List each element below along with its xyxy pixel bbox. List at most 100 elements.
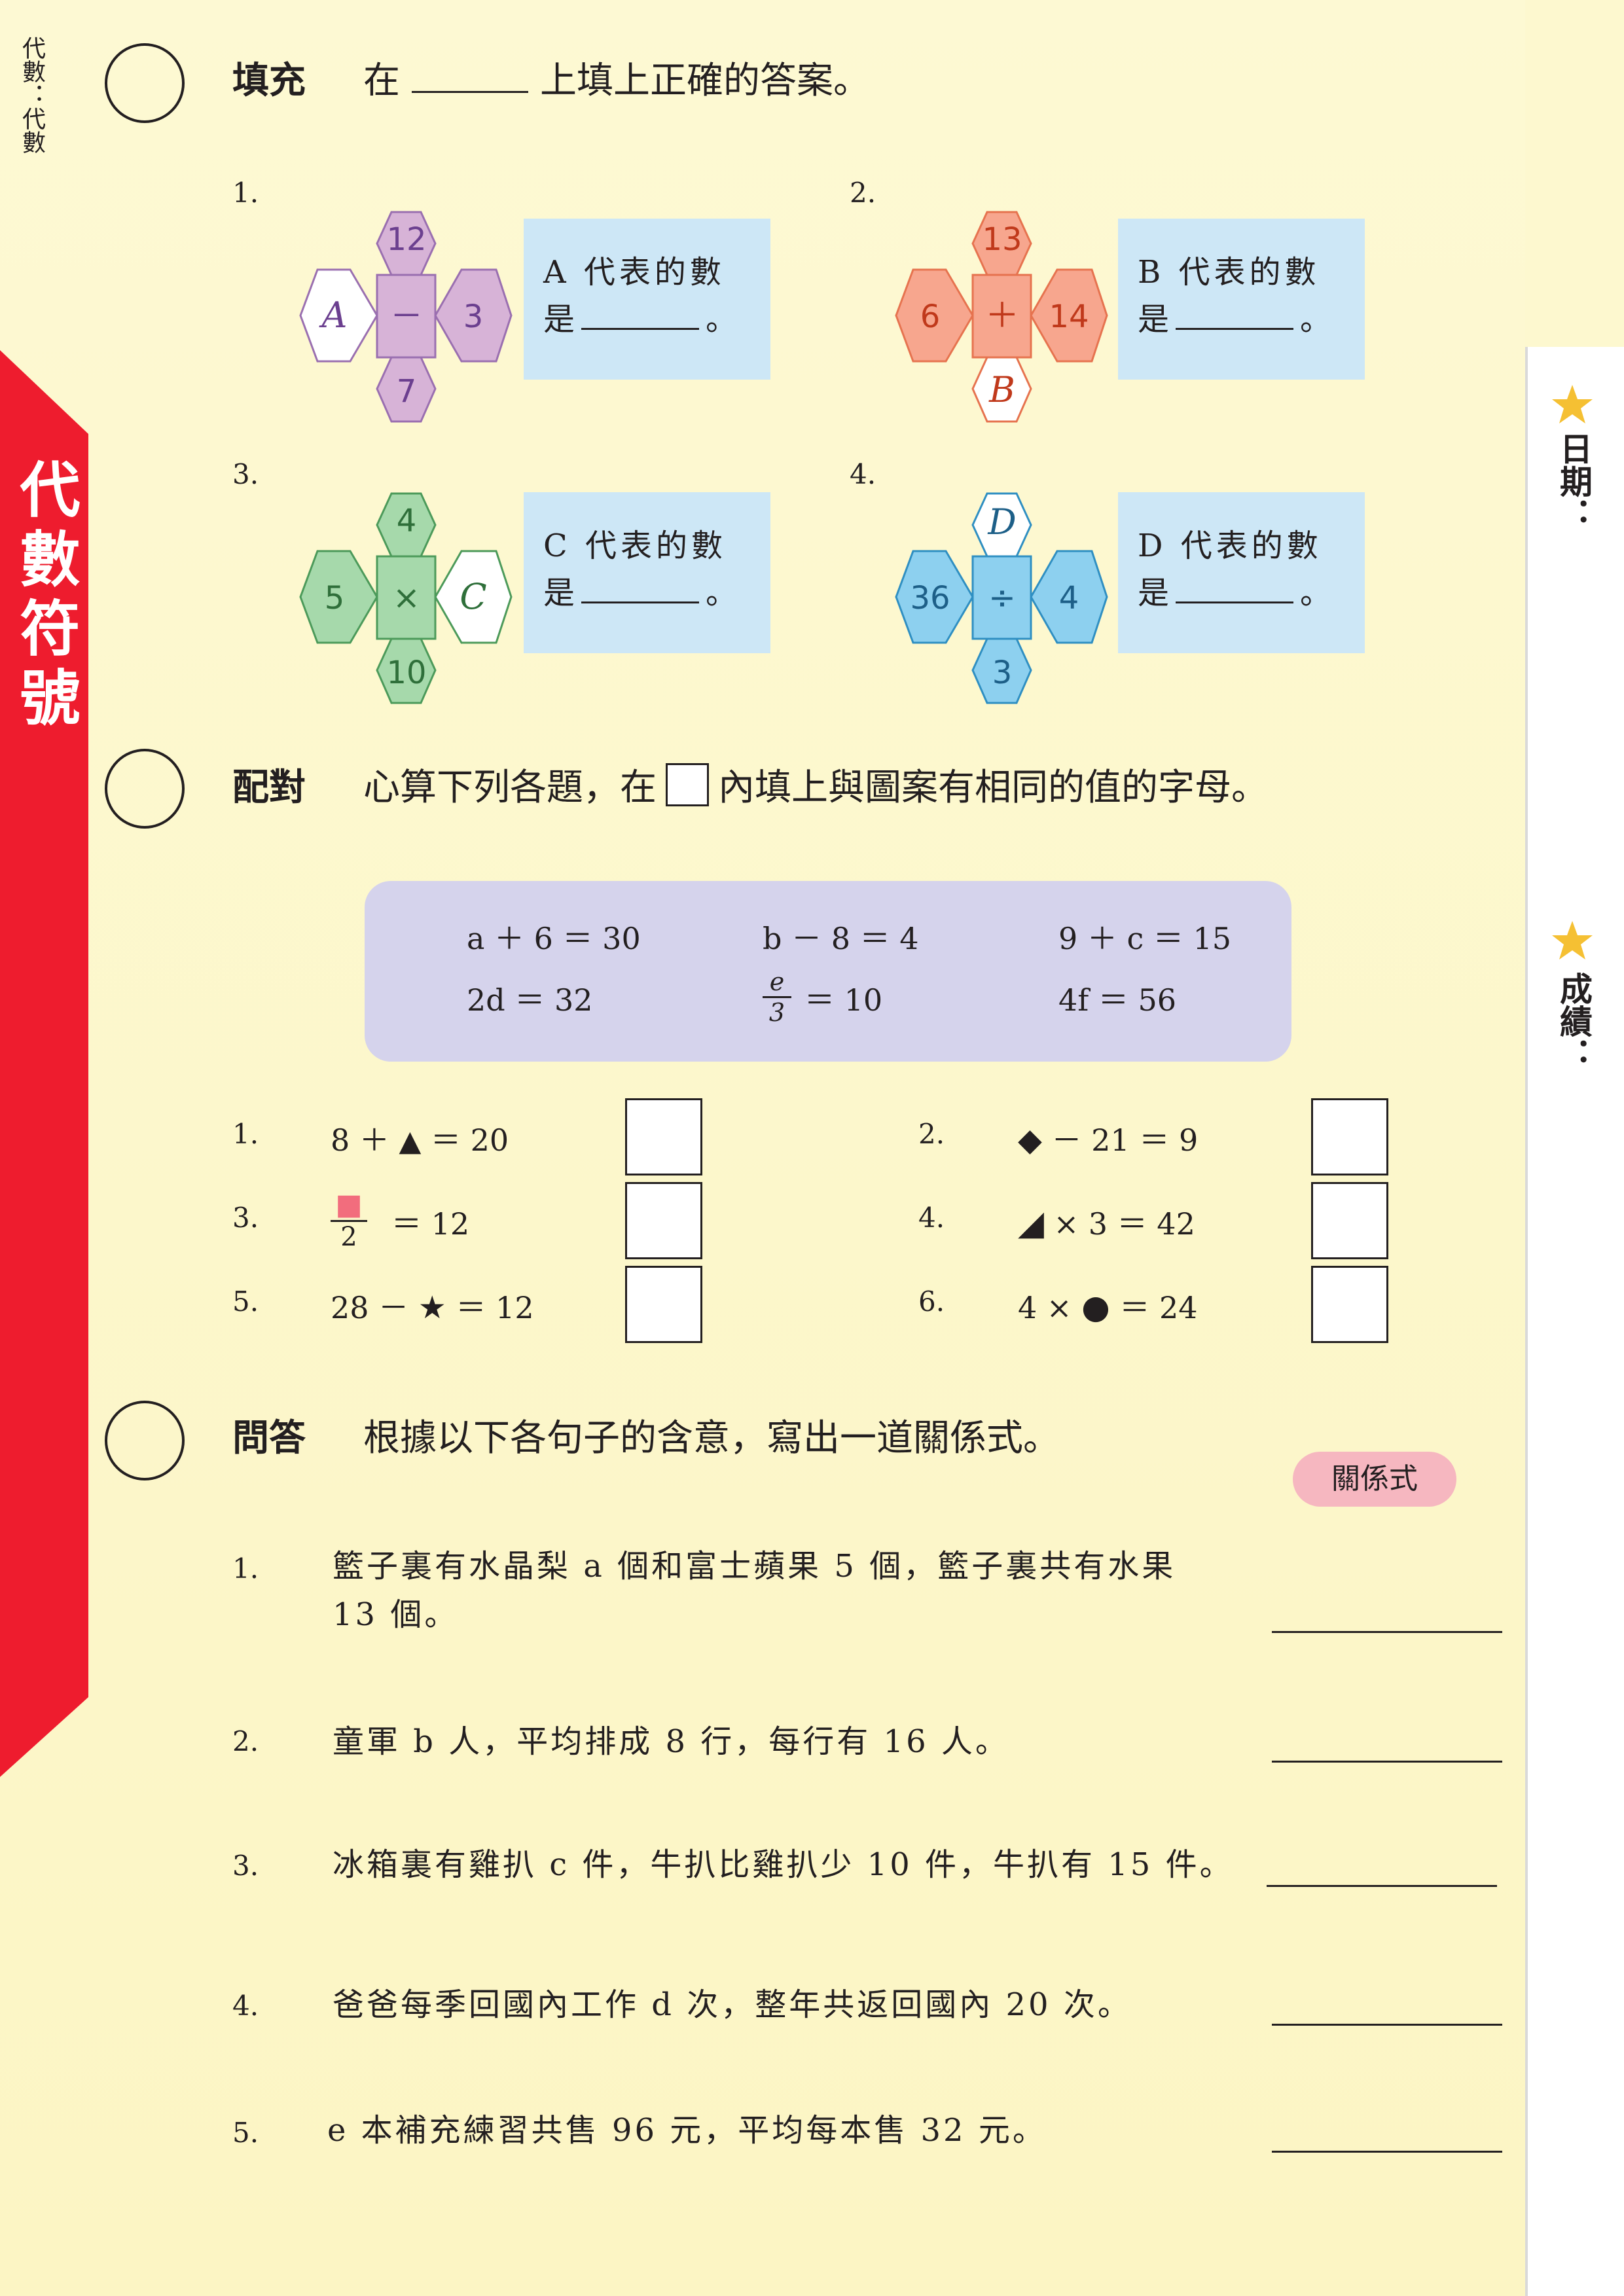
answer-box[interactable]	[1311, 1266, 1388, 1343]
equation: 9 ＋ c ＝ 15	[1058, 921, 1232, 956]
matching-expression: ◢ × 3 ＝ 42	[1018, 1204, 1195, 1243]
date-label: 日期：	[1555, 432, 1593, 530]
net-bottom: 7	[397, 373, 417, 410]
net-top: 13	[982, 221, 1022, 258]
hexagon-net: D 36 ÷ 4 3	[895, 492, 1108, 704]
hint-answer: 是。	[543, 575, 738, 611]
net-operator: －	[390, 297, 423, 335]
equation: a ＋ 6 ＝ 30	[467, 921, 641, 956]
question-text: 籃子裏有水晶梨 a 個和富士蘋果 5 個，籃子裏共有水果 13 個。	[333, 1548, 1176, 1633]
net-operator: ÷	[988, 579, 1016, 617]
matching-expression: ◆ － 21 ＝ 9	[1018, 1122, 1199, 1158]
section-title: 填充	[232, 60, 306, 102]
hexagon-net: 13 6 ＋ 14 B	[895, 211, 1108, 423]
hint-line: D 代表的數	[1138, 528, 1322, 564]
net-left: 36	[910, 580, 950, 617]
answer-line[interactable]	[1272, 2024, 1502, 2026]
answer-box[interactable]	[625, 1182, 702, 1259]
question-number: 3.	[232, 1850, 259, 1882]
question-number: 5.	[232, 2117, 259, 2149]
hint-box: A 代表的數 是。	[524, 219, 770, 380]
answer-box[interactable]	[625, 1266, 702, 1343]
matching-expression: 28 － ★ ＝ 12	[331, 1289, 534, 1326]
question-number: 6.	[918, 1285, 945, 1318]
question-number: 1.	[232, 177, 259, 209]
matching-expression: ＝ 12	[391, 1206, 470, 1242]
section-instruction: 在上填上正確的答案。	[363, 60, 870, 102]
question-text: 爸爸每季回國內工作 d 次，整年共返回國內 20 次。	[333, 1986, 1132, 2023]
hint-box: C 代表的數 是。	[524, 492, 770, 653]
circle-icon: ●	[1081, 1288, 1110, 1326]
answer-line[interactable]	[1272, 2151, 1502, 2153]
net-right: 4	[1059, 580, 1079, 617]
fraction: ■ 2	[331, 1190, 367, 1252]
question-number: 4.	[850, 458, 876, 490]
score-circle	[105, 749, 185, 829]
hint-box: B 代表的數 是。	[1118, 219, 1365, 380]
hint-line: A 代表的數	[543, 254, 725, 291]
net-left: 6	[920, 298, 941, 335]
net-top: 12	[386, 221, 426, 258]
net-right: C	[460, 576, 486, 617]
hint-box: D 代表的數 是。	[1118, 492, 1365, 653]
hint-line: C 代表的數	[543, 528, 727, 564]
hint-answer: 是。	[543, 301, 738, 338]
star-icon: ★	[418, 1289, 446, 1326]
net-operator: ×	[393, 579, 420, 617]
hint-line: B 代表的數	[1138, 254, 1320, 291]
chapter-tab-label: 代數符號	[10, 458, 80, 736]
fraction: e 3	[763, 967, 791, 1027]
date-star-icon	[1552, 385, 1593, 423]
question-text: 冰箱裏有雞扒 c 件，牛扒比雞扒少 10 件，牛扒有 15 件。	[333, 1846, 1234, 1883]
net-top: 4	[397, 503, 417, 539]
matching-expression: 4 × ● ＝ 24	[1018, 1288, 1198, 1326]
answer-line[interactable]	[1272, 1631, 1502, 1633]
equation: 2d ＝ 32	[467, 982, 593, 1018]
equation: 4f ＝ 56	[1058, 982, 1177, 1018]
score-circle	[105, 43, 185, 123]
question-number: 4.	[232, 1990, 259, 2022]
equations-panel: a ＋ 6 ＝ 30 b － 8 ＝ 4 9 ＋ c ＝ 15 2d ＝ 32 …	[365, 881, 1291, 1062]
answer-box[interactable]	[1311, 1182, 1388, 1259]
answer-box[interactable]	[1311, 1098, 1388, 1175]
question-number: 1.	[232, 1552, 259, 1585]
equation: ＝ 10	[804, 982, 883, 1018]
question-number: 5.	[232, 1285, 259, 1318]
question-text: e 本補充練習共售 96 元，平均每本售 32 元。	[327, 2112, 1047, 2149]
section-instruction: 心算下列各題，在 內填上與圖案有相同的值的字母。	[363, 758, 1268, 811]
hexagon-net: 4 5 × C 10	[299, 492, 513, 704]
question-number: 3.	[232, 458, 259, 490]
question-number: 2.	[850, 177, 876, 209]
question-number: 2.	[918, 1118, 945, 1150]
section-title: 配對	[232, 766, 306, 809]
matching-expression: 8 ＋ ▲ ＝ 20	[331, 1122, 509, 1158]
net-right: 14	[1049, 298, 1089, 335]
chapter-side-label: 代數：代數	[18, 36, 45, 154]
question-number: 1.	[232, 1118, 259, 1150]
net-right: 3	[463, 298, 484, 335]
net-bottom: 3	[992, 655, 1013, 691]
net-bottom: 10	[386, 655, 426, 691]
question-number: 3.	[232, 1202, 259, 1234]
diamond-icon: ◆	[1018, 1122, 1042, 1158]
net-bottom: B	[988, 369, 1015, 410]
right-triangle-icon: ◢	[1018, 1204, 1044, 1243]
page-background	[0, 0, 1525, 2296]
score-star-icon	[1552, 921, 1593, 960]
red-chapter-tab	[0, 350, 88, 1777]
question-number: 4.	[918, 1202, 945, 1234]
question-number: 2.	[232, 1725, 259, 1757]
question-text: 童軍 b 人，平均排成 8 行，每行有 16 人。	[333, 1723, 1009, 1760]
answer-line[interactable]	[1272, 1761, 1502, 1763]
square-icon: ■	[335, 1188, 363, 1221]
net-top: D	[987, 501, 1016, 543]
net-left: A	[319, 295, 348, 336]
net-left: 5	[325, 580, 345, 617]
hexagon-net: 12 A － 3 7	[299, 211, 513, 423]
score-circle	[105, 1401, 185, 1480]
answer-box[interactable]	[625, 1098, 702, 1175]
equation: b － 8 ＝ 4	[763, 921, 919, 956]
hint-answer: 是。	[1138, 575, 1332, 611]
triangle-icon: ▲	[399, 1124, 422, 1158]
answer-line[interactable]	[1267, 1885, 1497, 1887]
